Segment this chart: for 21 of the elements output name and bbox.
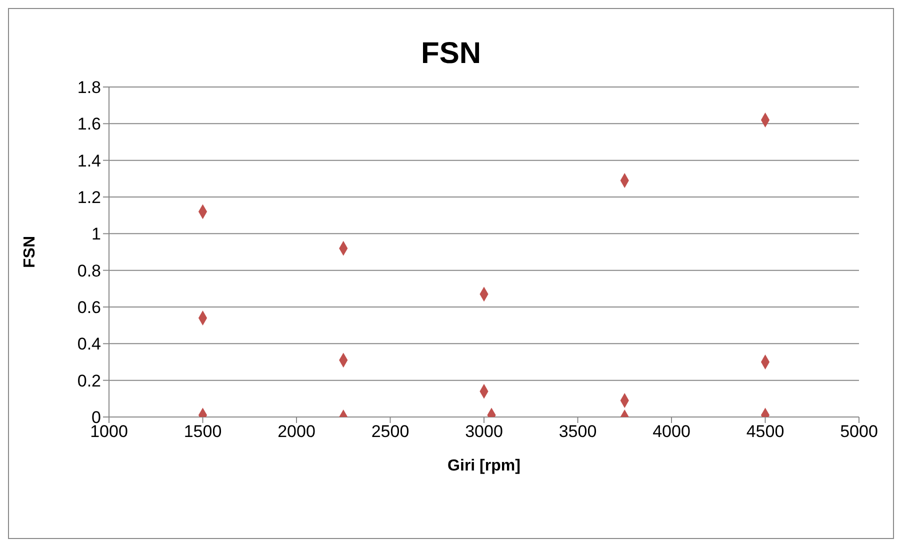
x-tick-label: 2500 bbox=[371, 422, 410, 442]
y-tick-label: 1 bbox=[92, 224, 101, 244]
x-tick-label: 1000 bbox=[90, 422, 128, 442]
x-tick-label: 3000 bbox=[465, 422, 503, 442]
x-tick-label: 4000 bbox=[652, 422, 690, 442]
x-tick-label: 2000 bbox=[278, 422, 316, 442]
y-axis-title: FSN bbox=[22, 236, 39, 268]
y-tick-label: 1.8 bbox=[77, 78, 101, 98]
y-tick-label: 0.2 bbox=[77, 371, 101, 390]
x-axis-title: Giri [rpm] bbox=[448, 457, 520, 474]
x-tick-label: 4500 bbox=[746, 422, 784, 442]
x-tick-label: 3500 bbox=[558, 422, 597, 442]
y-tick-label: 1.2 bbox=[77, 188, 101, 208]
chart-title: FSN bbox=[420, 37, 482, 72]
y-tick-label: 1.4 bbox=[77, 151, 101, 170]
y-tick-label: 1.6 bbox=[77, 114, 101, 134]
y-tick-label: 0.6 bbox=[77, 298, 101, 318]
y-tick-label: 0.8 bbox=[77, 261, 101, 280]
y-tick-label: 0.4 bbox=[77, 334, 101, 354]
x-tick-label: 1500 bbox=[184, 422, 222, 442]
x-tick-label: 5000 bbox=[840, 422, 878, 442]
